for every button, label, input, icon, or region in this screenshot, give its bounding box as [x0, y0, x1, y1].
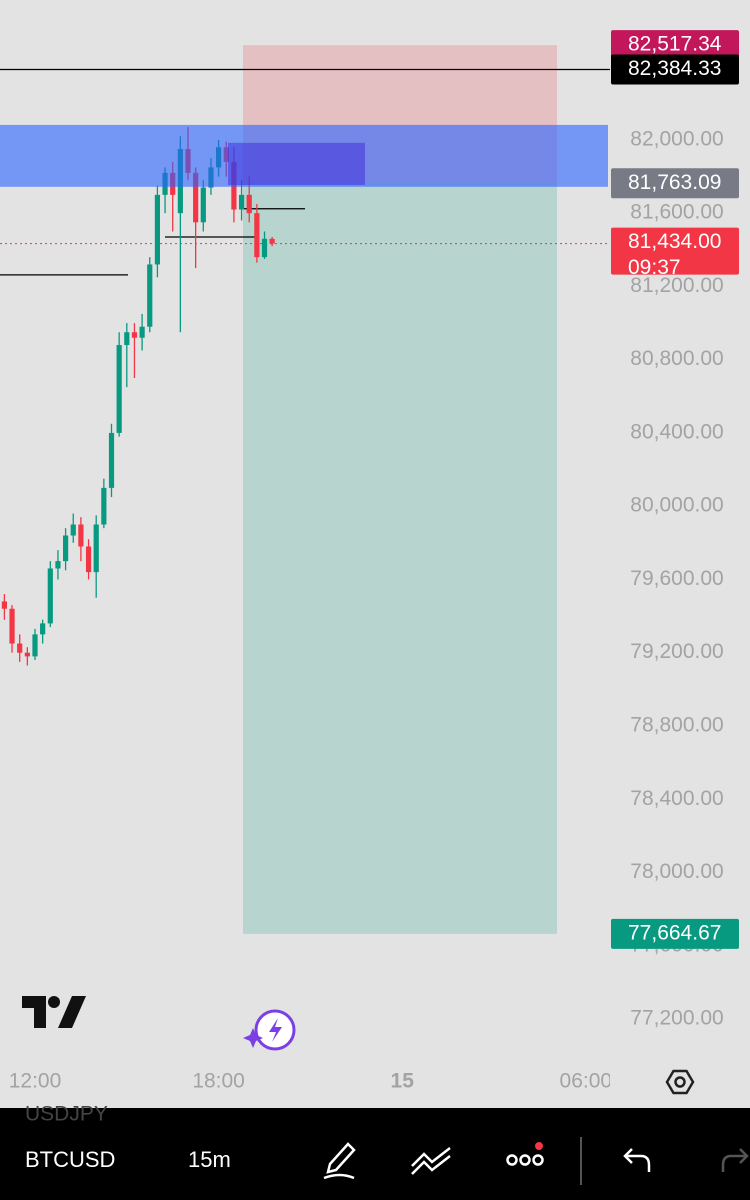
- redo-icon[interactable]: [721, 1148, 749, 1172]
- y-tick-label: 79,200.00: [630, 640, 723, 663]
- candle-body: [200, 187, 206, 223]
- y-tick-label: 77,200.00: [630, 1007, 723, 1030]
- candle-body: [238, 194, 245, 210]
- y-tick-label: 81,600.00: [630, 201, 723, 224]
- candle-body: [70, 524, 76, 536]
- candle-body: [1, 601, 7, 609]
- inner-zone: [228, 142, 365, 185]
- stop-loss-zone: [243, 183, 557, 934]
- plot-area: [0, 45, 610, 934]
- price-label: 82,384.33: [628, 57, 721, 80]
- time-axis: 12:00 18:00 15 06:00: [9, 1070, 613, 1093]
- candle-body: [261, 238, 268, 258]
- y-tick-label: 78,000.00: [630, 860, 723, 883]
- price-label-box: [611, 30, 739, 61]
- price-label-box: [611, 918, 739, 949]
- y-tick-label: 80,400.00: [630, 420, 723, 443]
- candle-body: [147, 264, 153, 327]
- candle-body: [40, 623, 46, 635]
- candle-body: [131, 332, 138, 338]
- symbol[interactable]: BTCUSD: [25, 1147, 115, 1172]
- interval[interactable]: 15m: [188, 1147, 231, 1172]
- candle-body: [85, 546, 92, 573]
- y-tick-label: 80,000.00: [630, 494, 723, 517]
- logo: [22, 996, 86, 1028]
- toolbar: [0, 1108, 750, 1200]
- candle-body: [78, 524, 84, 547]
- undo-icon[interactable]: [623, 1148, 651, 1172]
- settings-icon[interactable]: [665, 1069, 695, 1095]
- y-tick-label: 82,000.00: [630, 127, 723, 150]
- price-label-box: [611, 54, 739, 85]
- candle-body: [93, 524, 99, 573]
- candle-body: [47, 568, 53, 624]
- candle-body: [193, 172, 199, 223]
- candle-body: [246, 194, 252, 214]
- candle-body: [154, 194, 161, 265]
- candle-body: [269, 238, 275, 244]
- candle-body: [124, 332, 130, 346]
- assistant-icon[interactable]: [243, 1009, 296, 1051]
- candle-body: [108, 432, 115, 488]
- y-tick-label: 79,600.00: [630, 567, 723, 590]
- x-tick-label: 15: [391, 1070, 415, 1093]
- candle-body: [139, 326, 145, 338]
- candle-body: [63, 535, 69, 562]
- candle-body: [24, 652, 30, 657]
- x-tick-label: 12:00: [9, 1070, 62, 1093]
- price-label: 82,517.34: [628, 33, 722, 56]
- candle-body: [254, 213, 260, 258]
- x-tick-label: 18:00: [192, 1070, 245, 1093]
- candle-body: [17, 643, 23, 653]
- y-tick-label: 81,200.00: [630, 274, 723, 297]
- y-tick-label: 78,400.00: [630, 787, 723, 810]
- x-tick-label: 06:00: [560, 1070, 613, 1093]
- price-label: 77,664.67: [628, 921, 721, 944]
- price-label: 81,763.09: [628, 171, 721, 194]
- candle-body: [116, 345, 122, 433]
- candle-body: [101, 487, 107, 525]
- behind-symbol: USDJPY: [25, 1103, 108, 1126]
- candle-body: [9, 608, 15, 644]
- y-tick-label: 78,800.00: [630, 714, 723, 737]
- price-label-box: [611, 227, 739, 275]
- draw-icon[interactable]: [323, 1142, 356, 1180]
- y-tick-label: 80,800.00: [630, 347, 723, 370]
- candle-body: [55, 561, 61, 569]
- price-label: 81,434.00: [628, 230, 721, 253]
- price-label-box: [611, 168, 739, 199]
- countdown: 09:37: [628, 256, 681, 279]
- indicators-icon[interactable]: [411, 1147, 451, 1175]
- more-icon[interactable]: [506, 1142, 544, 1166]
- candle-body: [32, 634, 38, 657]
